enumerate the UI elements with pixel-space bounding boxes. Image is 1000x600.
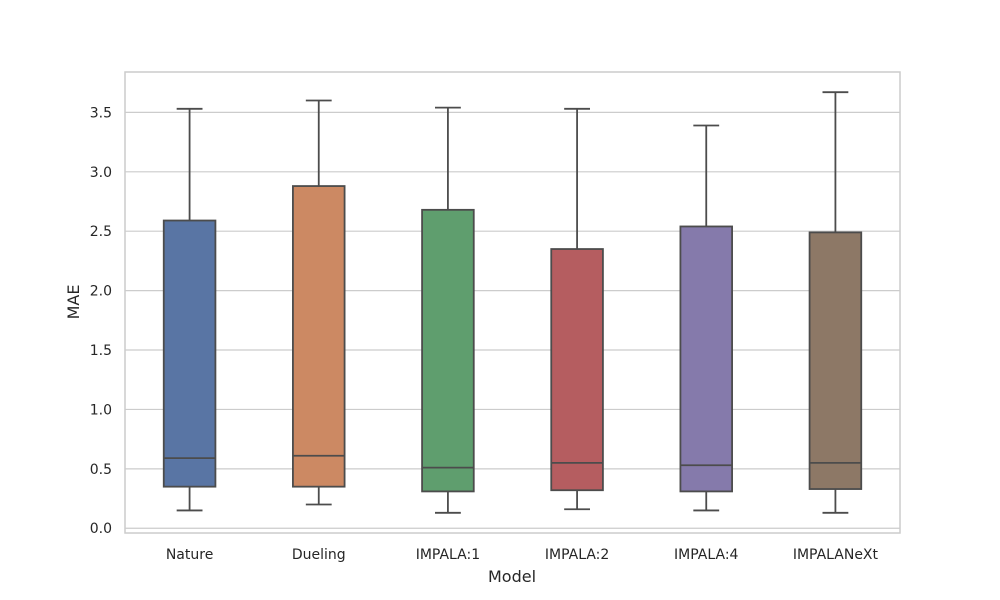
box-impala-4: [679, 124, 733, 512]
y-tick-label: 0.0: [90, 521, 112, 537]
box-impalanext: [808, 91, 863, 514]
x-tick-label: IMPALANeXt: [793, 547, 879, 563]
x-tick-label: IMPALA:4: [674, 547, 739, 563]
x-tick-label: Dueling: [292, 547, 346, 563]
iqr-box: [162, 219, 217, 488]
iqr-box: [808, 231, 863, 490]
boxes: [162, 91, 863, 514]
iqr-box: [550, 248, 604, 492]
y-tick-label: 1.0: [90, 402, 112, 418]
x-tick-labels: Nature Dueling IMPALA:1 IMPALA:2 IMPALA:4 IMP…: [166, 547, 879, 563]
y-tick-label: 3.5: [90, 105, 112, 121]
iqr-box: [292, 185, 346, 488]
x-tick-label: IMPALA:2: [545, 547, 609, 563]
box-impala-2: [550, 107, 604, 511]
box-nature: [162, 107, 217, 512]
grid-lines: [125, 111, 900, 529]
box-dueling: [292, 99, 346, 506]
y-tick-label: 0.5: [90, 462, 112, 478]
x-tick-label: Nature: [166, 547, 213, 563]
y-tick-label: 1.5: [90, 343, 112, 359]
y-tick-labels: 0.0 0.5 1.0 1.5 2.0 2.5 3.0 3.5: [90, 105, 112, 537]
y-tick-label: 2.5: [90, 224, 112, 240]
y-axis-title: MAE: [64, 285, 83, 320]
iqr-box: [679, 225, 733, 493]
iqr-box: [421, 208, 475, 493]
plot-frame: [124, 71, 901, 534]
x-tick-label: IMPALA:1: [416, 547, 480, 563]
x-axis-title: Model: [488, 567, 536, 586]
y-tick-label: 3.0: [90, 165, 112, 181]
box-impala-1: [421, 106, 475, 514]
y-tick-label: 2.0: [90, 284, 112, 300]
